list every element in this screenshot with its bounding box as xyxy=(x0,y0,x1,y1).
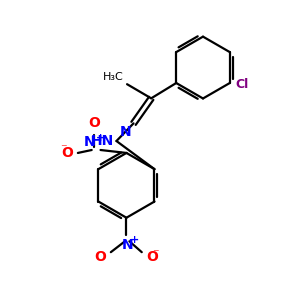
Text: N: N xyxy=(84,134,95,148)
Text: +: + xyxy=(96,133,105,142)
Text: +: + xyxy=(130,236,139,245)
Text: ⁻: ⁻ xyxy=(153,247,159,260)
Text: H₃C: H₃C xyxy=(103,72,124,82)
Text: O: O xyxy=(88,116,100,130)
Text: N: N xyxy=(120,125,131,139)
Text: O: O xyxy=(94,250,106,264)
Text: N: N xyxy=(122,238,134,252)
Text: ⁻: ⁻ xyxy=(60,142,67,155)
Text: O: O xyxy=(146,250,158,264)
Text: Cl: Cl xyxy=(235,78,248,91)
Text: HN: HN xyxy=(91,134,114,148)
Text: O: O xyxy=(61,146,74,160)
